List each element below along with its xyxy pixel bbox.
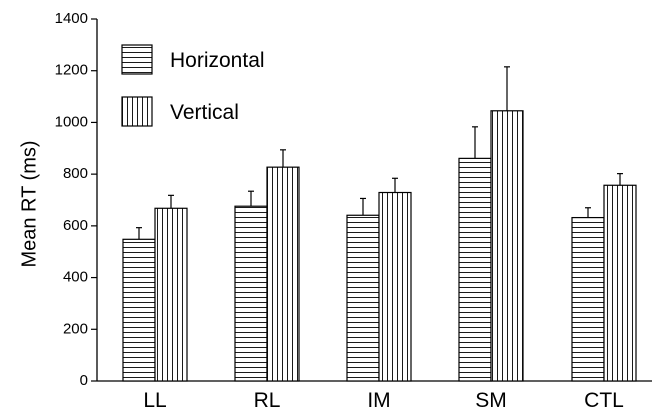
y-tick-label: 800 [63,165,88,182]
bar-horizontal-ctl [571,216,605,382]
x-tick-label-rl: RL [254,389,281,412]
y-tick-label: 0 [80,372,88,389]
y-tick-label: 1200 [55,62,88,79]
y-tick-label: 400 [63,269,88,286]
legend-swatch-vertical [121,96,153,127]
bar-vertical-im [378,191,412,382]
legend-label-vertical: Vertical [170,101,239,124]
x-tick-label-sm: SM [475,389,507,412]
bar-vertical-rl [266,166,300,382]
legend-swatch-horizontal [121,44,153,75]
y-tick-label: 200 [63,320,88,337]
x-tick-labels: LL RL IM SM CTL [143,389,624,412]
y-axis-label: Mean RT (ms) [18,140,40,267]
y-ticks: 0 200 400 600 800 1000 1200 1400 [55,10,97,389]
bar-horizontal-im [346,214,380,382]
legend-label-horizontal: Horizontal [170,49,265,72]
legend: Horizontal Vertical [121,44,265,127]
bar-horizontal-sm [458,157,492,382]
y-tick-label: 600 [63,217,88,234]
x-tick-label-ctl: CTL [584,389,624,412]
bar-horizontal-rl [234,205,268,382]
y-tick-label: 1400 [55,10,88,27]
error-bars [136,66,623,240]
x-tick-label-im: IM [367,389,390,412]
bar-vertical-sm [490,110,524,382]
x-tick-label-ll: LL [143,389,166,412]
bar-vertical-ll [154,207,188,382]
y-tick-label: 1000 [55,113,88,130]
bar-horizontal-ll [122,238,156,382]
bar-vertical-ctl [603,184,637,382]
bars [122,110,637,382]
